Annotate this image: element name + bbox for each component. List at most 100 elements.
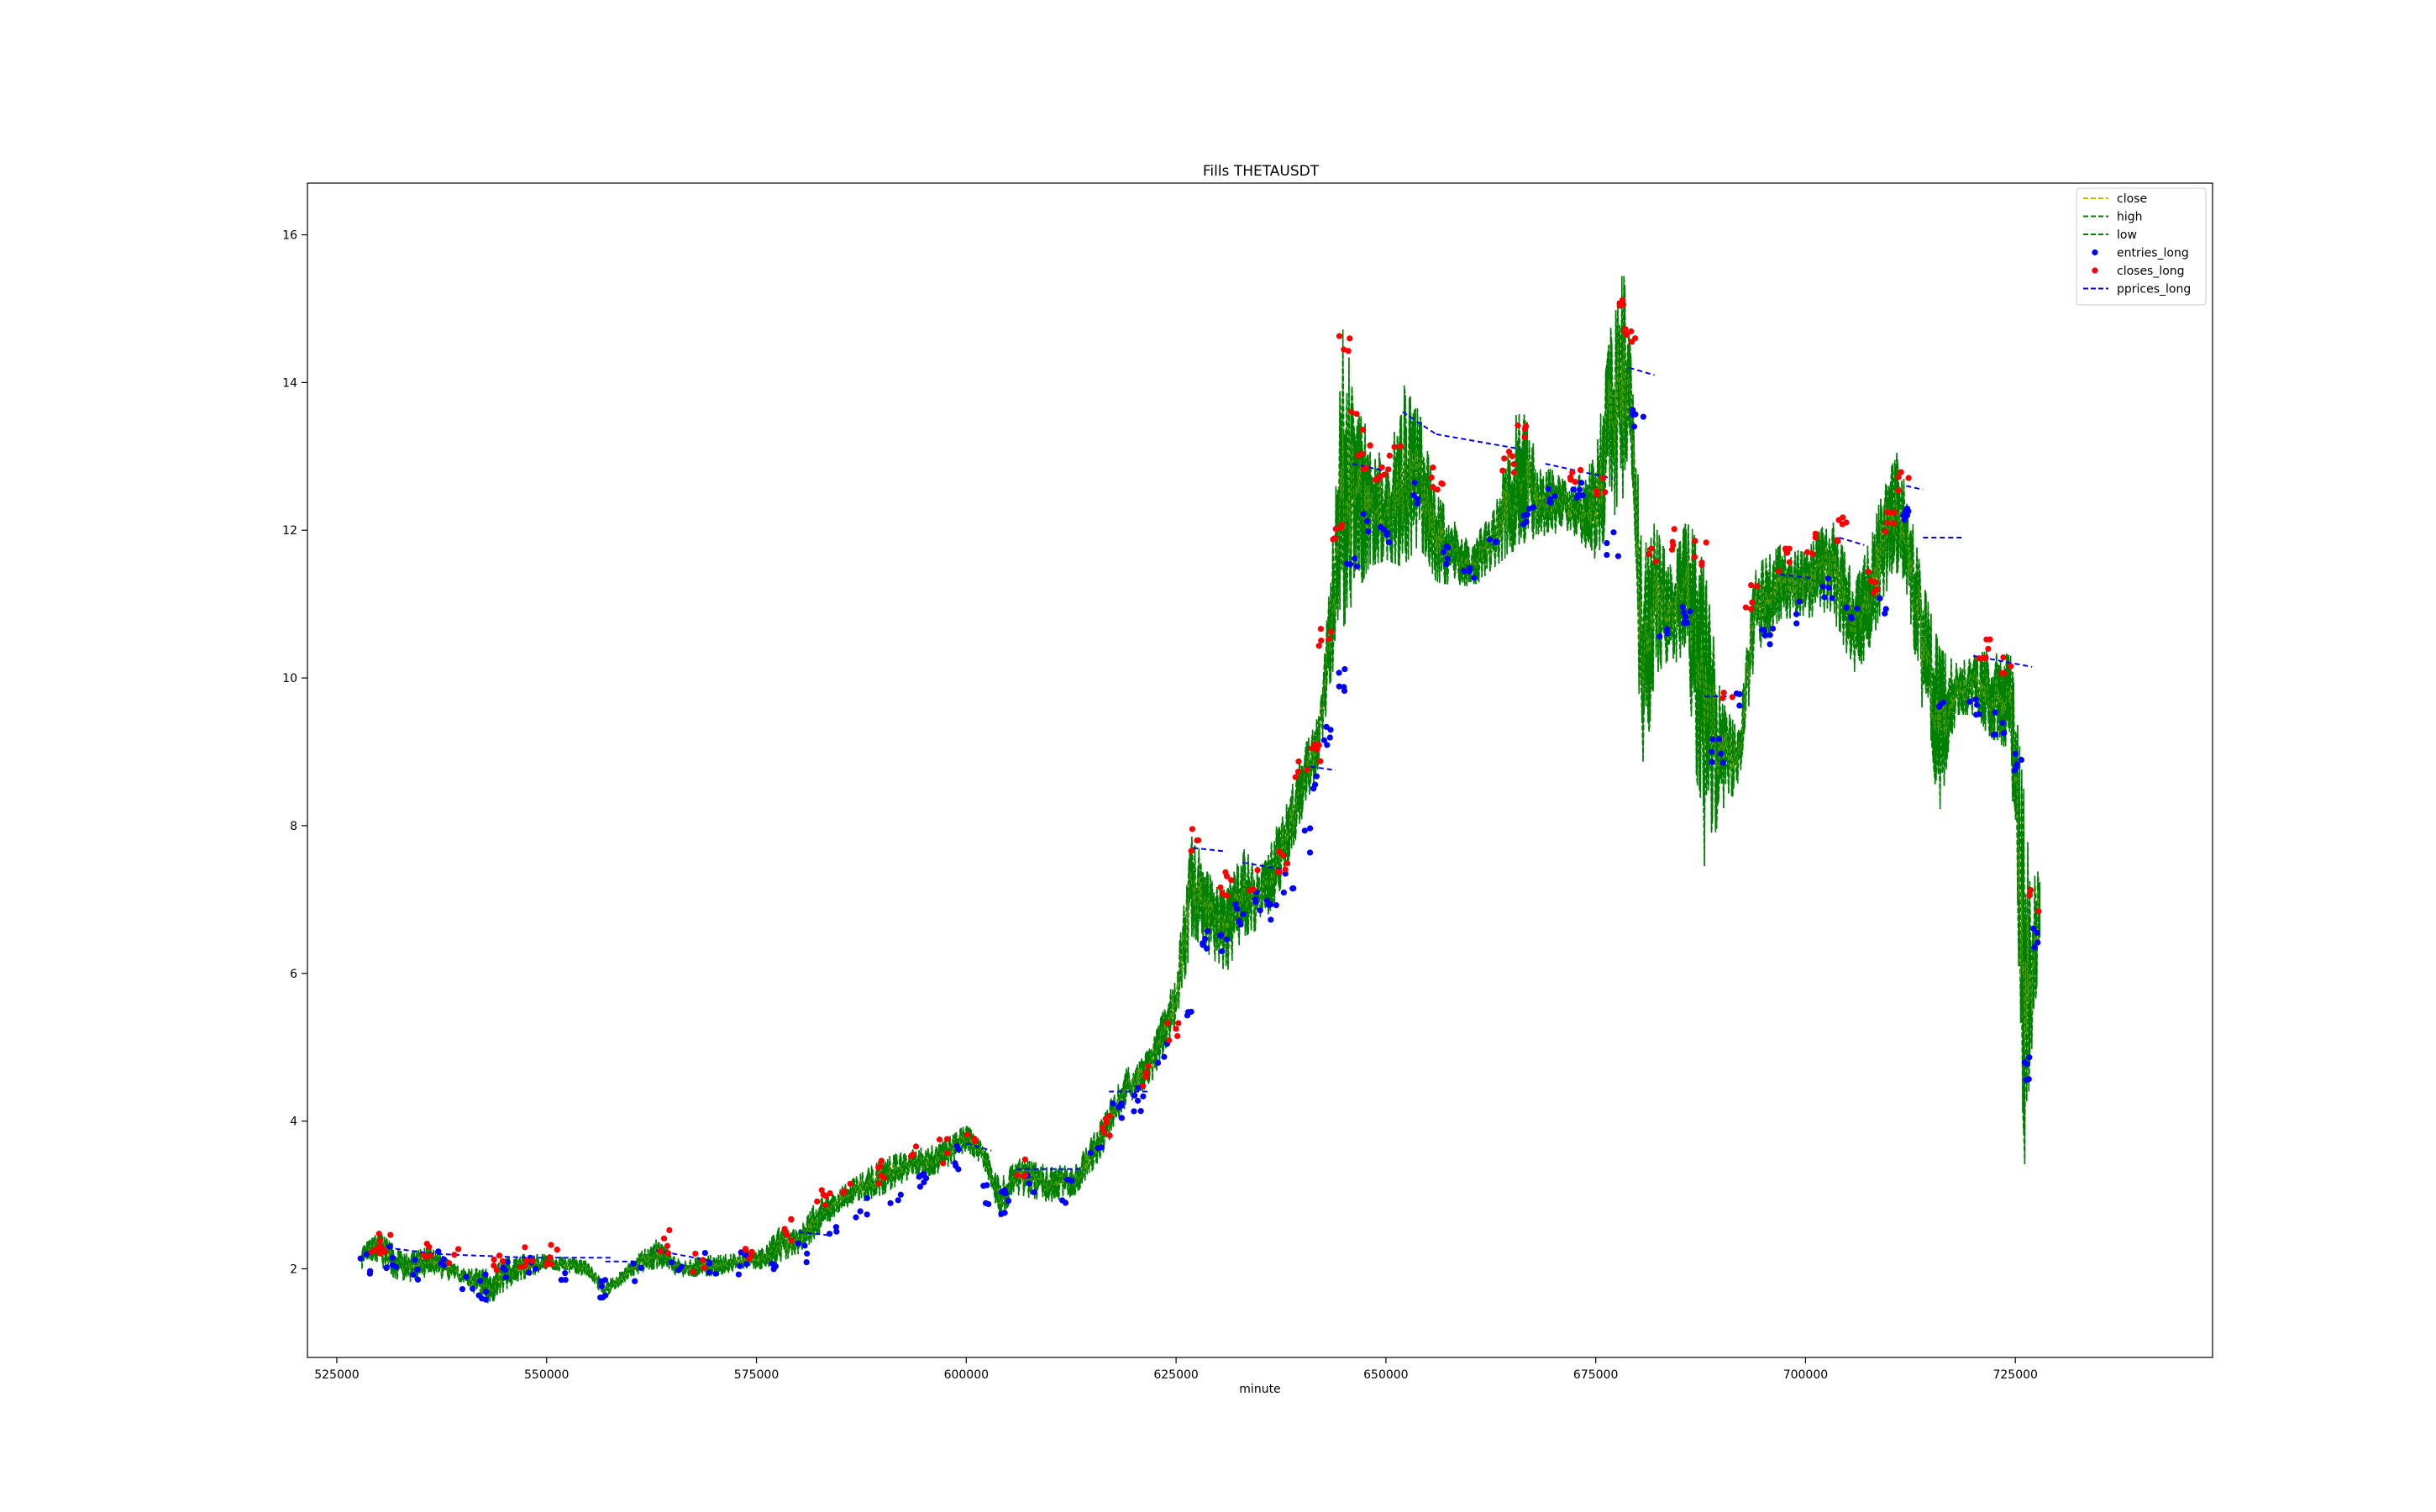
entries-long-marker xyxy=(1282,870,1289,877)
entries-long-marker xyxy=(1365,528,1372,535)
closes-long-marker xyxy=(1217,884,1224,891)
entries-long-marker xyxy=(853,1214,859,1221)
closes-long-marker xyxy=(1332,526,1339,533)
closes-long-marker xyxy=(877,1163,884,1170)
entries-long-marker xyxy=(1610,529,1617,536)
closes-long-marker xyxy=(1348,408,1355,415)
entries-long-marker xyxy=(562,1269,569,1277)
closes-long-marker xyxy=(491,1263,497,1269)
entries-long-marker xyxy=(1386,538,1393,546)
entries-long-marker xyxy=(1445,544,1452,551)
closes-long-marker xyxy=(1620,302,1627,308)
entries-long-marker xyxy=(598,1283,605,1289)
closes-long-marker xyxy=(1692,538,1698,544)
closes-long-marker xyxy=(742,1246,749,1252)
entries-long-marker xyxy=(501,1267,508,1273)
closes-long-marker xyxy=(1102,1116,1109,1122)
closes-long-marker xyxy=(660,1235,668,1242)
entries-long-marker xyxy=(1252,899,1259,906)
entries-long-marker xyxy=(795,1240,801,1247)
legend-label: pprices_long xyxy=(2117,283,2191,297)
closes-long-marker xyxy=(1632,335,1639,342)
closes-long-marker xyxy=(376,1237,384,1244)
closes-long-marker xyxy=(1021,1172,1029,1179)
closes-long-marker xyxy=(1698,559,1705,566)
x-tick-label: 525000 xyxy=(314,1368,359,1382)
entries-long-marker xyxy=(1223,936,1231,942)
entries-long-marker xyxy=(1324,742,1331,748)
entries-long-marker xyxy=(1140,1093,1147,1100)
entries-long-marker xyxy=(1664,626,1671,633)
entries-long-marker xyxy=(1687,608,1693,615)
entries-long-marker xyxy=(1095,1145,1101,1152)
closes-long-marker xyxy=(1622,326,1629,333)
closes-long-marker xyxy=(1646,550,1652,558)
entries-long-marker xyxy=(1877,595,1883,601)
entries-long-marker xyxy=(412,1257,418,1263)
entries-long-marker xyxy=(737,1263,743,1269)
entries-long-marker xyxy=(984,1182,990,1189)
closes-long-marker xyxy=(1515,423,1521,429)
entries-long-marker xyxy=(1202,935,1209,942)
closes-long-marker xyxy=(548,1261,554,1268)
entries-long-marker xyxy=(1573,495,1581,501)
closes-long-marker xyxy=(1628,328,1635,335)
closes-long-marker xyxy=(1567,474,1574,481)
entries-long-marker xyxy=(1759,627,1766,633)
closes-long-marker xyxy=(1228,877,1235,884)
entries-long-marker xyxy=(1320,737,1328,743)
x-tick-label: 675000 xyxy=(1573,1368,1618,1382)
closes-long-marker xyxy=(1593,491,1601,498)
entries-long-marker xyxy=(1903,512,1911,519)
entries-long-marker xyxy=(435,1248,442,1255)
closes-long-marker xyxy=(1521,425,1529,433)
closes-long-marker xyxy=(1905,475,1912,481)
entries-long-marker xyxy=(482,1271,489,1278)
entries-long-marker xyxy=(475,1292,482,1299)
closes-long-marker xyxy=(1195,837,1202,843)
legend: close high low entries_long closes_longppric… xyxy=(2076,187,2207,306)
x-axis: 525000 550000 575000 600000 625000 650000 6750… xyxy=(314,1357,2038,1382)
entries-long-marker xyxy=(1240,911,1247,917)
closes-long-marker xyxy=(1106,1112,1114,1119)
entries-long-marker xyxy=(1064,1176,1071,1183)
entries-long-marker xyxy=(1110,1100,1116,1107)
closes-long-marker xyxy=(657,1247,664,1255)
x-tick-label: 650000 xyxy=(1363,1368,1408,1382)
closes-long-marker xyxy=(1599,475,1607,481)
entries-long-marker xyxy=(832,1224,840,1231)
closes-long-marker xyxy=(664,1250,672,1257)
closes-long-marker xyxy=(1999,669,2006,676)
entries-long-marker xyxy=(1999,719,2006,726)
entries-long-marker xyxy=(2024,1061,2030,1068)
closes-long-marker xyxy=(1430,464,1436,471)
entries-long-marker xyxy=(1821,594,1828,601)
entries-long-marker xyxy=(1604,539,1610,547)
entries-long-marker xyxy=(1461,568,1467,575)
entries-long-marker xyxy=(1161,1053,1168,1060)
legend-label: close xyxy=(2117,192,2147,206)
entries-long-marker xyxy=(1681,619,1688,626)
entries-long-marker xyxy=(668,1259,675,1266)
entries-long-marker xyxy=(476,1278,484,1284)
entries-long-marker xyxy=(1377,523,1384,531)
entries-long-marker xyxy=(459,1286,466,1293)
entries-long-marker xyxy=(953,1142,960,1149)
x-tick-label: 625000 xyxy=(1153,1368,1198,1382)
closes-long-marker xyxy=(496,1252,503,1259)
closes-long-marker xyxy=(1282,866,1289,873)
entries-long-marker xyxy=(1848,615,1855,622)
entries-long-marker xyxy=(1576,486,1583,493)
entries-long-marker xyxy=(827,1231,833,1237)
closes-long-marker xyxy=(1327,628,1335,635)
entries-long-marker xyxy=(357,1255,364,1262)
closes-long-marker xyxy=(875,1180,882,1187)
pprices-long-segment xyxy=(1629,366,1655,376)
entries-long-marker xyxy=(1719,759,1727,766)
closes-long-marker xyxy=(748,1252,754,1258)
closes-long-marker xyxy=(1164,1020,1171,1026)
entries-long-marker xyxy=(1087,1149,1095,1156)
closes-long-marker xyxy=(426,1243,433,1251)
plot-frame xyxy=(307,182,2213,1358)
